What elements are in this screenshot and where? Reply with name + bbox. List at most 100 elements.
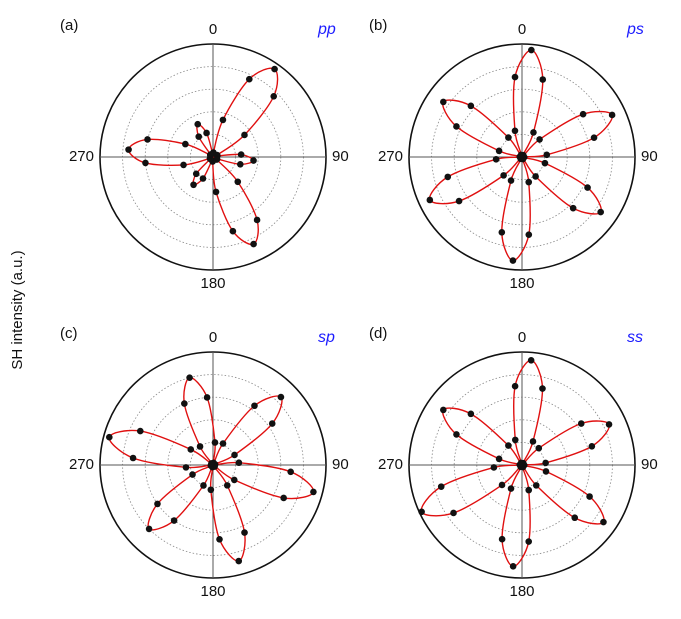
data-point: [310, 488, 317, 496]
data-point: [280, 494, 287, 502]
data-point: [525, 486, 533, 494]
data-point: [250, 157, 257, 164]
data-point: [467, 410, 475, 418]
data-point: [418, 508, 425, 516]
data-point: [541, 159, 549, 167]
data-point: [539, 76, 547, 83]
polar-panel: 0 90 180 270 (d) ss: [369, 325, 658, 600]
data-point: [235, 557, 243, 565]
angle-label: 180: [509, 275, 534, 292]
data-point: [426, 196, 434, 204]
angle-label: 0: [209, 329, 217, 346]
data-point: [579, 110, 587, 118]
data-point: [203, 129, 210, 137]
data-point: [237, 151, 245, 158]
data-point: [277, 393, 285, 401]
data-point: [200, 482, 207, 489]
data-point: [250, 240, 257, 248]
data-point: [529, 438, 537, 445]
data-point: [253, 216, 261, 224]
data-point: [532, 173, 539, 180]
data-point: [437, 483, 445, 490]
data-point: [209, 150, 217, 157]
data-point: [223, 482, 231, 489]
panel-label: (d): [369, 325, 387, 342]
data-point: [145, 525, 153, 533]
data-point: [511, 436, 519, 444]
data-point: [440, 406, 447, 414]
data-point: [590, 134, 598, 141]
data-point: [588, 442, 596, 450]
polar-panel: 0 90 180 270 (a) pp: [60, 17, 349, 292]
polar-panel: 0 90 180 270 (c) sp: [60, 325, 349, 600]
data-point: [231, 451, 238, 459]
angle-label: 270: [69, 148, 94, 165]
data-point: [268, 420, 276, 427]
data-point: [245, 75, 253, 83]
data-point: [511, 73, 519, 81]
data-point: [543, 151, 551, 159]
angle-label: 270: [69, 456, 94, 473]
data-point: [170, 517, 178, 524]
data-point: [539, 385, 546, 392]
data-point: [229, 227, 237, 235]
data-point: [189, 471, 196, 478]
data-point: [106, 433, 113, 441]
panel-label: (b): [369, 17, 387, 34]
data-point: [542, 468, 550, 475]
data-point: [450, 509, 457, 517]
data-point: [212, 188, 220, 196]
data-point: [287, 468, 294, 476]
data-point: [444, 173, 452, 181]
angle-label: 90: [641, 148, 658, 165]
data-point: [507, 177, 515, 184]
data-point: [505, 134, 512, 141]
panel-label: (a): [60, 17, 78, 34]
data-point: [530, 129, 537, 136]
data-point: [535, 444, 543, 452]
data-point: [207, 486, 215, 494]
data-point: [219, 440, 227, 447]
data-point: [455, 197, 463, 205]
data-point: [584, 184, 591, 191]
data-point: [608, 111, 616, 119]
data-point: [500, 172, 507, 179]
angle-label: 0: [518, 329, 526, 346]
data-point: [532, 482, 540, 489]
data-point: [440, 98, 447, 106]
y-axis-label: SH intensity (a.u.): [9, 250, 26, 369]
data-point: [571, 514, 579, 522]
data-point: [195, 133, 203, 140]
data-point: [230, 476, 238, 484]
data-point: [270, 92, 278, 100]
data-point: [125, 146, 132, 153]
data-point: [600, 518, 607, 526]
data-point: [136, 427, 144, 435]
angle-label: 270: [378, 148, 403, 165]
data-point: [186, 374, 193, 381]
data-point: [180, 161, 187, 169]
data-point: [511, 127, 519, 135]
data-point: [194, 120, 202, 128]
data-point: [241, 529, 248, 536]
mode-label: sp: [318, 329, 335, 346]
data-point: [251, 402, 258, 410]
data-point: [211, 439, 219, 446]
data-point: [236, 161, 244, 168]
data-point: [142, 159, 149, 167]
data-point: [182, 140, 189, 148]
data-point: [467, 102, 475, 110]
data-point: [505, 442, 512, 449]
data-point: [453, 431, 460, 438]
data-point: [586, 493, 593, 500]
mode-label: ss: [627, 329, 643, 346]
angle-label: 90: [332, 148, 349, 165]
data-point: [181, 400, 188, 407]
data-point: [498, 481, 506, 489]
data-point: [234, 178, 242, 186]
mode-label: pp: [317, 21, 336, 38]
angle-label: 180: [509, 583, 534, 600]
data-point: [527, 357, 535, 364]
data-point: [507, 485, 515, 492]
